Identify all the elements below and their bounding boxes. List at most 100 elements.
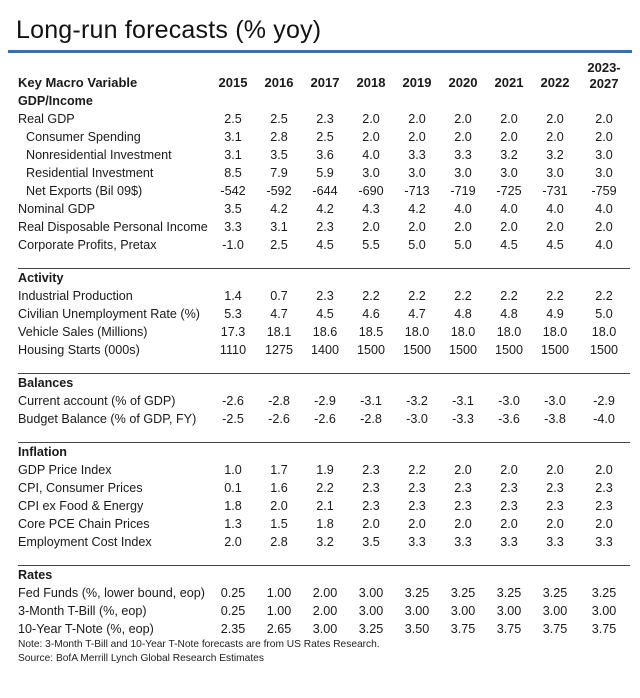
table-cell: 2.3 (500, 481, 518, 495)
title-divider (8, 50, 632, 53)
table-cell: 4.5 (316, 238, 334, 252)
table-row: Civilian Unemployment Rate (%) 5.3 4.7 4.5 4… (18, 305, 630, 323)
table-cell: 2.3 (408, 481, 426, 495)
table-cell: 4.7 (270, 307, 288, 321)
row-label: Real Disposable Personal Income (18, 220, 208, 234)
table-cell: 3.75 (450, 622, 476, 636)
table-cell: 18.0 (591, 325, 617, 339)
table-row: Residential Investment 8.5 7.9 5.9 3.0 3.0 3.0… (18, 164, 630, 182)
table-row: Vehicle Sales (Millions) 17.3 18.1 18.6 18.5… (18, 323, 630, 341)
table-cell: -1.0 (222, 238, 244, 252)
section-spacer (18, 551, 630, 566)
table-row: Employment Cost Index 2.0 2.8 3.2 3.5 3.3 3.3 3… (18, 533, 630, 551)
table-cell: 1.00 (266, 586, 292, 600)
table-cell: 2.0 (500, 112, 518, 126)
table-cell: 3.75 (591, 622, 617, 636)
table-cell: 3.0 (546, 166, 564, 180)
table-cell: 1.6 (270, 481, 288, 495)
table-cell: 1.0 (224, 463, 242, 477)
table-cell: 3.75 (542, 622, 568, 636)
table-cell: 3.00 (312, 622, 338, 636)
table-cell: -2.8 (360, 412, 382, 426)
table-cell: 3.1 (270, 220, 288, 234)
page-title: Long-run forecasts (% yoy) (16, 16, 322, 44)
table-cell: -3.8 (544, 412, 566, 426)
table-cell: 2.5 (270, 112, 288, 126)
column-header-range-end: 2027 (589, 76, 619, 91)
table-row: Fed Funds (%, lower bound, eop) 0.25 1.00 2… (18, 584, 630, 602)
table-cell: 3.3 (408, 535, 426, 549)
table-cell: 1.8 (316, 517, 334, 531)
table-cell: 2.0 (500, 220, 518, 234)
column-header-year: 2015 (218, 75, 248, 90)
table-cell: -542 (220, 184, 246, 198)
table-cell: 3.3 (408, 148, 426, 162)
table-cell: 3.0 (362, 166, 380, 180)
table-cell: 2.3 (362, 499, 380, 513)
table-cell: 3.25 (450, 586, 476, 600)
table-cell: 2.8 (270, 130, 288, 144)
table-cell: 2.5 (224, 112, 242, 126)
section-header-row: Rates (18, 565, 630, 584)
table-cell: 2.65 (266, 622, 292, 636)
table-cell: 3.25 (404, 586, 430, 600)
table-cell: 1.8 (224, 499, 242, 513)
table-cell: 2.3 (408, 499, 426, 513)
table-cell: 3.0 (500, 166, 518, 180)
section-title: Balances (18, 373, 630, 392)
table-cell: 2.0 (595, 463, 613, 477)
table-cell: 2.0 (500, 517, 518, 531)
table-cell: -2.5 (222, 412, 244, 426)
table-cell: -3.3 (452, 412, 474, 426)
table-cell: 4.0 (595, 238, 613, 252)
table-cell: -2.8 (268, 394, 290, 408)
table-cell: 1500 (356, 343, 386, 357)
table-cell: 3.3 (224, 220, 242, 234)
column-header-year: 2020 (448, 75, 478, 90)
table-cell: -3.0 (406, 412, 428, 426)
table-cell: 2.2 (595, 289, 613, 303)
table-cell: 2.0 (454, 517, 472, 531)
table-cell: 2.0 (408, 112, 426, 126)
table-cell: 4.8 (454, 307, 472, 321)
table-row: Corporate Profits, Pretax -1.0 2.5 4.5 5.5 5.… (18, 236, 630, 254)
row-label: Current account (% of GDP) (18, 394, 176, 408)
table-cell: -4.0 (593, 412, 615, 426)
row-label: Fed Funds (%, lower bound, eop) (18, 586, 205, 600)
table-cell: 4.6 (362, 307, 380, 321)
table-cell: -731 (542, 184, 568, 198)
table-cell: -592 (266, 184, 292, 198)
table-cell: 2.0 (595, 517, 613, 531)
table-cell: 2.3 (546, 481, 564, 495)
table-cell: 2.0 (362, 112, 380, 126)
table-cell: 2.0 (408, 220, 426, 234)
column-header-range-start: 2023- (587, 60, 621, 75)
table-row: Housing Starts (000s) 1110 1275 1400 1500 150… (18, 341, 630, 359)
row-label: Housing Starts (000s) (18, 343, 140, 357)
table-cell: 5.0 (595, 307, 613, 321)
table-cell: 3.25 (542, 586, 568, 600)
table-cell: 1500 (402, 343, 432, 357)
table-cell: 2.3 (500, 499, 518, 513)
table-cell: -3.1 (452, 394, 474, 408)
table-cell: 2.3 (316, 220, 334, 234)
table-cell: 2.3 (546, 499, 564, 513)
table-cell: 1500 (589, 343, 619, 357)
table-cell: 3.3 (595, 535, 613, 549)
table-row: Core PCE Chain Prices 1.3 1.5 1.8 2.0 2.0 2.0 2… (18, 515, 630, 533)
footnote-note: Note: 3-Month T-Bill and 10-Year T-Note … (18, 639, 380, 650)
table-cell: 2.2 (546, 289, 564, 303)
table-row: Consumer Spending 3.1 2.8 2.5 2.0 2.0 2.0 2.0 2.… (18, 128, 630, 146)
table-cell: 4.0 (595, 202, 613, 216)
row-label: 10-Year T-Note (%, eop) (18, 622, 154, 636)
table-cell: -3.2 (406, 394, 428, 408)
section-header-row: Inflation (18, 442, 630, 461)
row-label: Civilian Unemployment Rate (%) (18, 307, 200, 321)
table-cell: 2.0 (500, 463, 518, 477)
table-body: GDP/Income Real GDP 2.5 2.5 2.3 2.0 2.0 2.0 2.0 2… (18, 92, 630, 638)
table-row: CPI, Consumer Prices 0.1 1.6 2.2 2.3 2.3 2.3 2.… (18, 479, 630, 497)
table-cell: 1400 (310, 343, 340, 357)
table-row: Real GDP 2.5 2.5 2.3 2.0 2.0 2.0 2.0 2.0 2.0 (18, 110, 630, 128)
table-cell: -3.0 (498, 394, 520, 408)
table-cell: 1.00 (266, 604, 292, 618)
